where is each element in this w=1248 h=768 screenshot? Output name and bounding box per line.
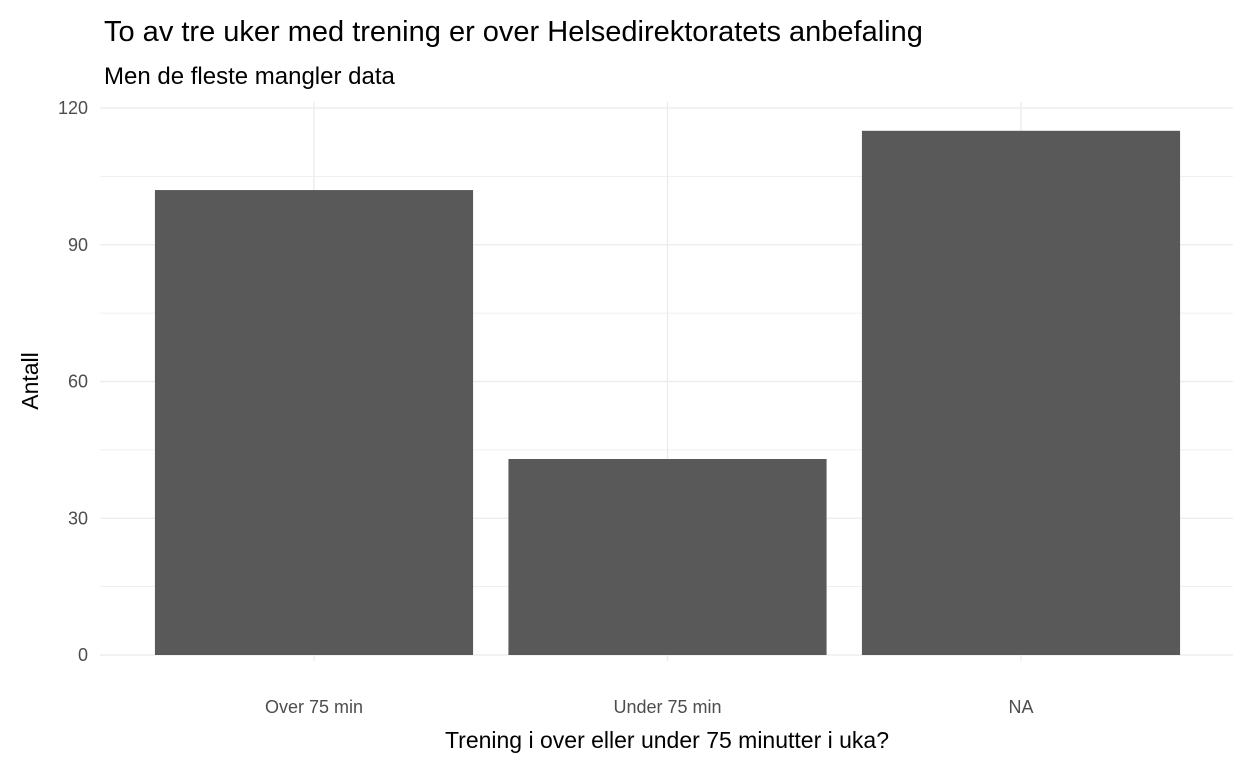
chart-title: To av tre uker med trening er over Helse… bbox=[104, 16, 923, 48]
x-tick-label: Under 75 min bbox=[613, 697, 721, 717]
bar-over-75-min bbox=[154, 190, 474, 656]
y-tick-label: 0 bbox=[78, 645, 88, 665]
chart-subtitle: Men de fleste mangler data bbox=[104, 63, 395, 90]
y-tick-label: 60 bbox=[68, 372, 88, 392]
x-tick-label: NA bbox=[1008, 697, 1033, 717]
x-axis-label: Trening i over eller under 75 minutter i… bbox=[445, 727, 889, 753]
bar-na bbox=[861, 130, 1181, 655]
y-tick-label: 90 bbox=[68, 235, 88, 255]
x-tick-label: Over 75 min bbox=[265, 697, 363, 717]
bar-under-75-min bbox=[508, 458, 827, 655]
y-axis-label: Antall bbox=[17, 352, 43, 410]
y-tick-label: 120 bbox=[58, 98, 88, 118]
y-tick-label: 30 bbox=[68, 508, 88, 528]
